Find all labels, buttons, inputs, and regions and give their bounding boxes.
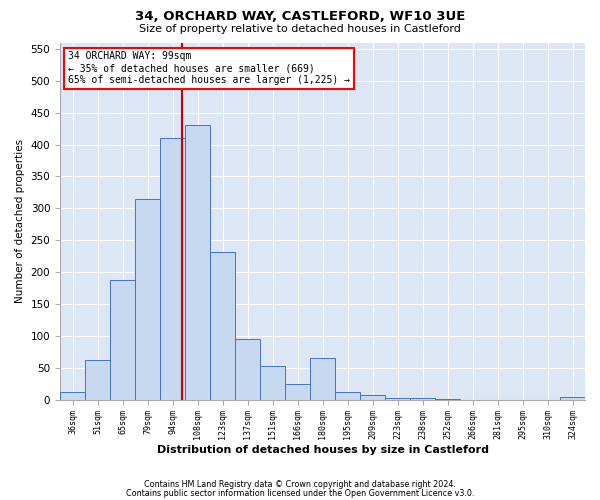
Bar bbox=[360, 394, 385, 400]
Bar bbox=[160, 138, 185, 400]
Bar bbox=[285, 384, 310, 400]
Bar bbox=[310, 358, 335, 400]
Y-axis label: Number of detached properties: Number of detached properties bbox=[15, 139, 25, 303]
Bar bbox=[410, 398, 435, 400]
Bar bbox=[435, 399, 460, 400]
Text: Contains HM Land Registry data © Crown copyright and database right 2024.: Contains HM Land Registry data © Crown c… bbox=[144, 480, 456, 489]
Bar bbox=[335, 392, 360, 400]
Bar bbox=[110, 280, 135, 400]
Bar bbox=[210, 252, 235, 400]
Text: Contains public sector information licensed under the Open Government Licence v3: Contains public sector information licen… bbox=[126, 489, 474, 498]
Bar bbox=[60, 392, 85, 400]
Bar bbox=[560, 396, 585, 400]
Bar bbox=[260, 366, 285, 400]
Text: 34 ORCHARD WAY: 99sqm
← 35% of detached houses are smaller (669)
65% of semi-det: 34 ORCHARD WAY: 99sqm ← 35% of detached … bbox=[68, 52, 350, 84]
X-axis label: Distribution of detached houses by size in Castleford: Distribution of detached houses by size … bbox=[157, 445, 488, 455]
Bar bbox=[85, 360, 110, 400]
Text: 34, ORCHARD WAY, CASTLEFORD, WF10 3UE: 34, ORCHARD WAY, CASTLEFORD, WF10 3UE bbox=[135, 10, 465, 23]
Bar bbox=[135, 199, 160, 400]
Text: Size of property relative to detached houses in Castleford: Size of property relative to detached ho… bbox=[139, 24, 461, 34]
Bar bbox=[185, 126, 210, 400]
Bar bbox=[385, 398, 410, 400]
Bar bbox=[235, 339, 260, 400]
